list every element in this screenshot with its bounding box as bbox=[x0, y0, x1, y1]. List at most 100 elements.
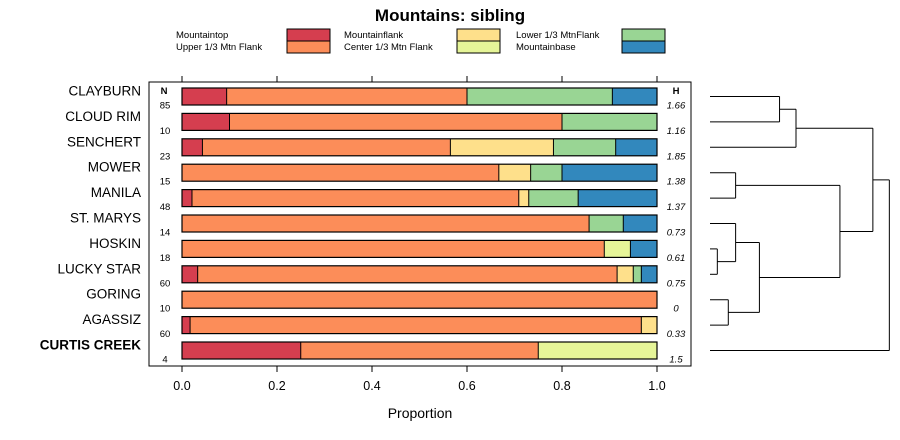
bar-agassiz-mountaintop bbox=[182, 316, 191, 334]
bar-outline-hoskin bbox=[181, 239, 658, 258]
bar-curtis-creek-upper-1-3-mtn-flank bbox=[300, 342, 539, 359]
bar-outline-senchert bbox=[181, 138, 658, 157]
row-label-cloud-rim: CLOUD RIM bbox=[65, 109, 141, 124]
bar-st-marys-mountainbase bbox=[623, 215, 657, 232]
bar-agassiz-mountainflank bbox=[641, 316, 657, 334]
bar-clayburn-mountaintop bbox=[182, 88, 227, 105]
h-value-senchert: 1.85 bbox=[667, 151, 686, 162]
bar-outline-mower bbox=[181, 163, 658, 182]
h-value-mower: 1.38 bbox=[667, 177, 686, 188]
bar-senchert-mountainbase bbox=[615, 138, 657, 156]
h-value-goring: 0 bbox=[673, 304, 679, 315]
h-column-header: H bbox=[673, 86, 680, 97]
row-label-mower: MOWER bbox=[88, 160, 141, 175]
bar-outline-curtis-creek bbox=[181, 341, 658, 360]
bar-goring-upper-1-3-mtn-flank bbox=[182, 291, 657, 309]
bar-curtis-creek-center-1-3-mtn-flank bbox=[538, 342, 657, 359]
n-column-header: N bbox=[161, 86, 168, 97]
bar-lucky-star-upper-1-3-mtn-flank bbox=[197, 265, 618, 283]
x-tick-label: 0.8 bbox=[553, 379, 570, 393]
x-tick-label: 1.0 bbox=[648, 379, 665, 393]
row-labels: CLAYBURN 85 1.66 CLOUD RIM 10 1.16 SENCHERT 23 1… bbox=[40, 84, 686, 366]
bar-manila-mountainbase bbox=[578, 189, 657, 207]
n-value-senchert: 23 bbox=[160, 151, 171, 162]
h-value-manila: 1.37 bbox=[667, 202, 686, 213]
bar-senchert-mountaintop bbox=[182, 138, 203, 156]
bar-cloud-rim-upper-1-3-mtn-flank bbox=[229, 113, 562, 131]
row-label-lucky-star: LUCKY STAR bbox=[57, 261, 141, 276]
row-label-hoskin: HOSKIN bbox=[89, 236, 141, 251]
h-value-curtis-creek: 1.5 bbox=[669, 355, 683, 366]
bar-outline-manila bbox=[181, 189, 658, 208]
legend-label-lower-1-3-mtnflank: Lower 1/3 MtnFlank bbox=[516, 30, 600, 41]
n-value-st-marys: 14 bbox=[160, 228, 171, 239]
bar-curtis-creek-mountaintop bbox=[182, 342, 301, 359]
legend-swatch-upper-1-3-mtn-flank bbox=[286, 40, 331, 54]
n-value-cloud-rim: 10 bbox=[160, 126, 171, 137]
row-label-senchert: SENCHERT bbox=[67, 134, 141, 149]
x-tick-label: 0.2 bbox=[268, 379, 285, 393]
bar-st-marys-upper-1-3-mtn-flank bbox=[182, 215, 590, 232]
x-axis: 0.0 0.2 0.4 0.6 0.8 1.0 bbox=[173, 76, 666, 393]
legend-swatch-mountaintop bbox=[286, 28, 331, 42]
n-value-manila: 48 bbox=[160, 202, 171, 213]
x-axis-title: Proportion bbox=[388, 405, 453, 421]
bar-mower-lower-1-3-mtnflank bbox=[530, 164, 562, 182]
bar-lucky-star-lower-1-3-mtnflank bbox=[633, 265, 642, 283]
chart-title: Mountains: sibling bbox=[375, 6, 525, 25]
n-value-agassiz: 60 bbox=[160, 329, 171, 340]
bar-senchert-upper-1-3-mtn-flank bbox=[202, 138, 451, 156]
h-value-st-marys: 0.73 bbox=[667, 228, 686, 239]
row-label-st-marys: ST. MARYS bbox=[70, 211, 141, 226]
row-label-goring: GORING bbox=[86, 287, 141, 302]
bar-lucky-star-mountaintop bbox=[182, 265, 198, 283]
bar-lucky-star-mountainflank bbox=[617, 265, 634, 283]
x-tick-label: 0.6 bbox=[458, 379, 475, 393]
legend-swatch-center-1-3-mtn-flank bbox=[456, 40, 501, 54]
n-value-goring: 10 bbox=[160, 304, 171, 315]
bar-senchert-mountainflank bbox=[450, 138, 554, 156]
bar-clayburn-mountainbase bbox=[612, 88, 657, 105]
bar-outline-st-marys bbox=[181, 214, 658, 233]
plot-frame bbox=[148, 81, 692, 367]
bar-outline-clayburn bbox=[181, 87, 658, 106]
bar-clayburn-upper-1-3-mtn-flank bbox=[226, 88, 467, 105]
bar-outline-agassiz bbox=[181, 316, 658, 335]
h-value-clayburn: 1.66 bbox=[667, 101, 686, 112]
bar-hoskin-center-1-3-mtn-flank bbox=[604, 240, 631, 258]
bar-lucky-star-mountainbase bbox=[641, 265, 657, 283]
row-label-clayburn: CLAYBURN bbox=[68, 84, 141, 99]
bar-mower-upper-1-3-mtn-flank bbox=[182, 164, 499, 182]
bar-manila-lower-1-3-mtnflank bbox=[528, 189, 579, 207]
n-value-hoskin: 18 bbox=[160, 253, 171, 264]
h-value-agassiz: 0.33 bbox=[667, 329, 686, 340]
bar-hoskin-mountainbase bbox=[630, 240, 657, 258]
bar-outline-cloud-rim bbox=[181, 112, 658, 132]
n-value-clayburn: 85 bbox=[160, 101, 171, 112]
legend-label-mountainflank: Mountainflank bbox=[344, 30, 403, 41]
legend-label-upper-1-3-mtn-flank: Upper 1/3 Mtn Flank bbox=[176, 42, 262, 53]
bar-cloud-rim-mountaintop bbox=[182, 113, 230, 131]
n-value-curtis-creek: 4 bbox=[162, 355, 167, 366]
bar-st-marys-lower-1-3-mtnflank bbox=[589, 215, 624, 232]
bar-senchert-lower-1-3-mtnflank bbox=[553, 138, 616, 156]
legend-swatch-mountainbase bbox=[621, 40, 666, 54]
bar-agassiz-upper-1-3-mtn-flank bbox=[190, 316, 642, 334]
dendrogram bbox=[710, 96, 890, 351]
bar-manila-upper-1-3-mtn-flank bbox=[191, 189, 519, 207]
n-value-mower: 15 bbox=[160, 177, 171, 188]
legend-label-center-1-3-mtn-flank: Center 1/3 Mtn Flank bbox=[344, 42, 433, 53]
row-label-manila: MANILA bbox=[91, 185, 141, 200]
h-value-lucky-star: 0.75 bbox=[667, 278, 686, 289]
bar-outline-goring bbox=[181, 290, 658, 309]
bar-mower-mountainbase bbox=[562, 164, 657, 182]
bar-cloud-rim-lower-1-3-mtnflank bbox=[562, 113, 657, 131]
x-tick-label: 0.0 bbox=[173, 379, 190, 393]
x-tick-label: 0.4 bbox=[363, 379, 380, 393]
legend-swatch-mountainflank bbox=[456, 28, 501, 42]
bar-clayburn-lower-1-3-mtnflank bbox=[467, 88, 613, 105]
bar-hoskin-upper-1-3-mtn-flank bbox=[182, 240, 605, 258]
bar-outline-lucky-star bbox=[181, 265, 658, 284]
n-value-lucky-star: 60 bbox=[160, 278, 171, 289]
